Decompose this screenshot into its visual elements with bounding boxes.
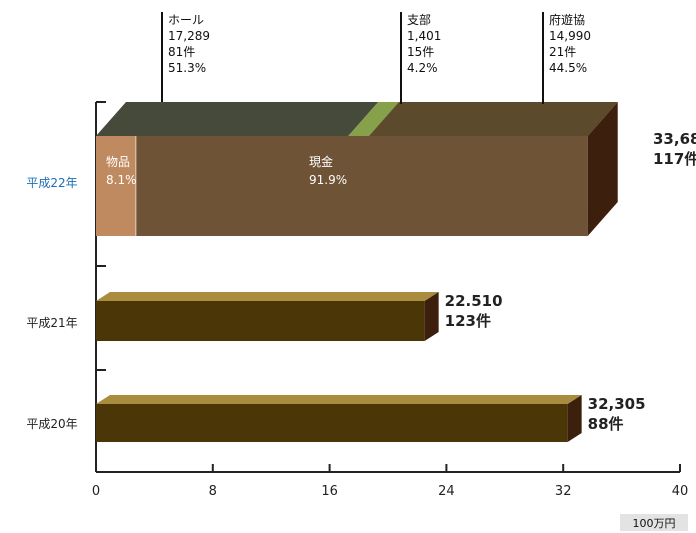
x-tick-label-2: 16 [321, 484, 338, 499]
bar-0-side-face [587, 102, 618, 236]
x-tick-label-5: 40 [672, 484, 689, 499]
category-label-0: 平成22年 [26, 176, 77, 190]
category-label-1: 平成21年 [26, 316, 77, 330]
x-tick-label-4: 32 [555, 484, 572, 499]
callout-percent-0: 51.3% [168, 61, 206, 75]
callout-name-1: 支部 [407, 12, 431, 27]
x-tick-label-0: 0 [92, 484, 100, 499]
bar-1-side-face [424, 292, 439, 341]
callout-percent-1: 4.2% [407, 61, 438, 75]
bar-0-top-segment-1 [348, 102, 399, 136]
callout-name-0: ホール [168, 13, 204, 27]
callout-count-2: 21件 [549, 45, 576, 59]
bar-0-front-segment-0 [96, 136, 136, 236]
front-label-percent-0: 8.1% [106, 173, 137, 187]
bar-1-top-face [96, 292, 439, 301]
bar-0-top-segment-2 [368, 102, 618, 136]
front-label-name-1: 現金 [309, 154, 333, 169]
bar-0-top-segment-0 [96, 102, 379, 136]
bar-0-front-segment-1 [135, 136, 588, 236]
callout-amount-2: 14,990 [549, 29, 591, 43]
bar-2-count-label: 88件 [588, 415, 624, 433]
x-tick-label-1: 8 [209, 484, 217, 499]
category-label-2: 平成20年 [26, 417, 77, 431]
unit-label: 100万円 [632, 517, 676, 530]
bar-2-front-face [96, 404, 568, 442]
bar-2-top-face [96, 395, 582, 404]
callout-amount-1: 1,401 [407, 29, 441, 43]
callout-amount-0: 17,289 [168, 29, 210, 43]
front-label-percent-1: 91.9% [309, 173, 347, 187]
callout-percent-2: 44.5% [549, 61, 587, 75]
callout-name-2: 府遊協 [549, 12, 585, 27]
x-tick-label-3: 24 [438, 484, 455, 499]
front-label-name-0: 物品 [106, 155, 130, 169]
bar-1-count-label: 123件 [445, 312, 491, 330]
bar-1-value-label: 22.510 [445, 292, 503, 310]
bar-1-front-face [96, 301, 425, 341]
unit-label-box: 100万円 [620, 514, 688, 531]
bar-0-count-label: 117件 [653, 150, 696, 168]
bar-0-value-label: 33,68 [653, 130, 696, 148]
bar-2-side-face [567, 395, 582, 442]
callout-count-0: 81件 [168, 45, 195, 59]
callout-count-1: 15件 [407, 45, 434, 59]
bar-2-value-label: 32,305 [588, 395, 646, 413]
